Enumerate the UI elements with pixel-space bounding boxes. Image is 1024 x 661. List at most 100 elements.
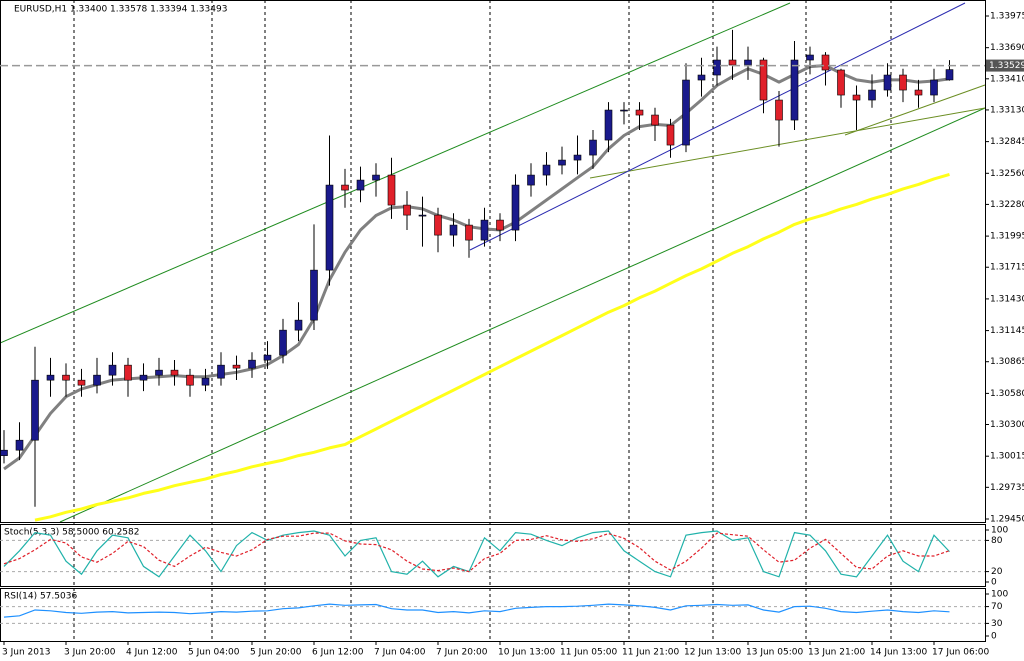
y-tick-label: 1.32560	[990, 169, 1024, 179]
candle-body	[418, 214, 427, 217]
x-tick-label: 14 Jun 13:00	[870, 648, 927, 658]
candle-body	[914, 89, 923, 96]
y-tick-label: 1.29735	[990, 483, 1024, 493]
x-tick-label: 4 Jun 12:00	[126, 648, 178, 658]
candle-body	[170, 369, 179, 376]
candle-body	[372, 174, 380, 181]
candle-body	[217, 364, 225, 379]
y-tick-label: 100	[991, 526, 1008, 536]
y-tick-label: 100	[991, 590, 1008, 600]
candle-body	[744, 59, 752, 66]
candle-body	[511, 184, 520, 231]
trend-line	[844, 84, 986, 136]
candle-body	[775, 99, 783, 121]
y-tick-label: 1.30015	[990, 452, 1024, 462]
moving-average	[34, 172, 950, 522]
y-tick-label: 30	[991, 619, 1003, 629]
y-tick-label: 1.29450	[990, 514, 1024, 524]
x-tick-label: 13 Jun 21:00	[808, 648, 865, 658]
y-tick-label: 1.33130	[990, 105, 1024, 115]
trend-lines	[0, 2, 986, 523]
y-tick-label: 0	[991, 632, 997, 642]
y-tick-label: 1.33410	[990, 74, 1024, 84]
candle-body	[201, 377, 210, 386]
candle-body	[883, 74, 892, 91]
y-tick-label: 1.33975	[990, 12, 1024, 22]
y-tick-label: 1.32280	[990, 200, 1024, 210]
candle-body	[449, 224, 458, 236]
rsi-panel-frame	[0, 588, 986, 642]
candle-body	[852, 94, 861, 101]
x-tick-label: 17 Jun 06:00	[932, 648, 989, 658]
candle-body	[790, 59, 799, 121]
candle-body	[310, 269, 318, 321]
y-tick-label: 70	[991, 602, 1003, 612]
trend-line	[589, 107, 986, 179]
y-tick-label: 1.31145	[990, 326, 1024, 336]
candle-body	[93, 374, 101, 386]
candle-body	[325, 184, 334, 271]
candle-body	[341, 184, 349, 191]
x-tick-label: 5 Jun 20:00	[250, 648, 302, 658]
x-tick-label: 3 Jun 2013	[2, 648, 50, 658]
candle-body	[496, 219, 504, 231]
x-tick-label: 12 Jun 13:00	[684, 648, 741, 658]
x-tick-label: 7 Jun 20:00	[436, 648, 488, 658]
candle-body	[279, 329, 287, 356]
candle-body	[124, 364, 132, 381]
candle-body	[682, 79, 690, 146]
candle-body	[527, 174, 535, 186]
channel-upper	[0, 2, 791, 344]
candle-body	[589, 139, 597, 156]
candle-body	[15, 439, 24, 451]
y-tick-label: 1.33690	[990, 43, 1024, 53]
current-price-box	[986, 59, 1024, 72]
candle-body	[480, 219, 489, 241]
candle-body	[248, 359, 256, 369]
y-tick-label: 1.30300	[990, 420, 1024, 430]
y-tick-label: 20	[991, 567, 1003, 577]
candle-body	[232, 364, 241, 369]
indicator-line	[3, 532, 950, 573]
candle-body	[403, 204, 411, 216]
y-tick-label: 1.30580	[990, 389, 1024, 399]
candle-body	[728, 59, 737, 66]
day-separators	[73, 0, 892, 641]
candle-body	[387, 174, 396, 206]
candle-body	[294, 319, 303, 331]
candle-body	[713, 59, 721, 76]
y-tick-label: 1.31715	[990, 263, 1024, 273]
channel-blue	[469, 2, 966, 251]
x-tick-label: 10 Jun 13:00	[498, 648, 555, 658]
candle-body	[651, 114, 659, 126]
x-tick-label: 13 Jun 05:00	[746, 648, 803, 658]
candle-body	[139, 374, 148, 381]
candle-body	[46, 374, 55, 381]
candle-body	[759, 59, 768, 101]
y-tick-label: 1.30865	[990, 357, 1024, 367]
y-tick-label: 1.32845	[990, 137, 1024, 147]
candle-body	[356, 179, 365, 191]
candle-body	[573, 154, 582, 161]
main-panel-frame	[0, 0, 986, 523]
candle-body	[108, 364, 117, 376]
candle-body	[434, 214, 442, 236]
y-tick-label: 1.31430	[990, 294, 1024, 304]
channel-lower	[59, 107, 986, 523]
candle-body	[31, 379, 39, 441]
x-tick-label: 11 Jun 21:00	[622, 648, 679, 658]
rsi-title: RSI(14) 57.5036	[4, 592, 77, 602]
candle-body	[837, 69, 845, 96]
candle-body	[899, 74, 907, 91]
candle-body	[945, 69, 954, 81]
candle-body	[0, 449, 8, 456]
candle-body	[604, 109, 613, 141]
candle-body	[62, 374, 70, 381]
candle-body	[806, 54, 814, 61]
candle-body	[186, 374, 194, 386]
candle-body	[697, 74, 706, 81]
candle-body	[666, 124, 675, 146]
x-tick-label: 3 Jun 20:00	[64, 648, 116, 658]
candle-body	[635, 109, 644, 116]
